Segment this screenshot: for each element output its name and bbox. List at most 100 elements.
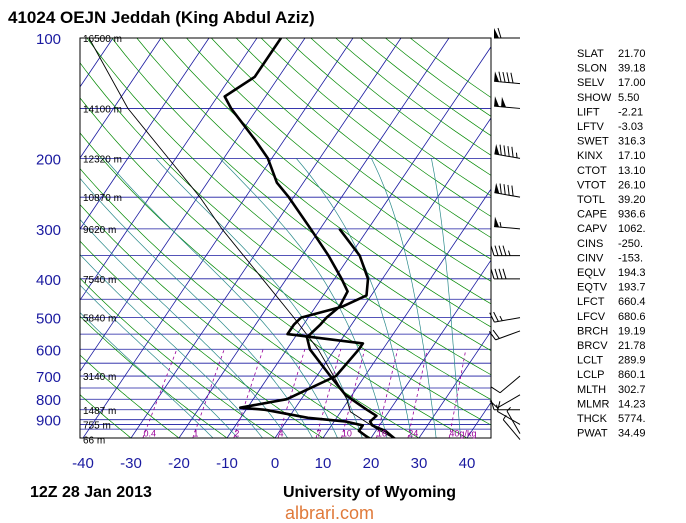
index-name: SELV [577,77,605,89]
wind-barb-half-flag [506,406,511,412]
index-name: EQLV [577,267,606,279]
wind-barb [491,375,521,394]
index-name: BRCH [577,325,608,337]
index-name: LFCV [577,311,606,323]
wind-barb-flag [510,72,514,84]
index-name: LIFT [577,106,600,118]
pressure-tick-label: 400 [36,272,61,289]
moist-adiabat [80,284,239,438]
index-name: SLON [577,63,607,75]
wind-barb-pennant [494,182,500,194]
wind-barb-flag [503,184,506,195]
index-value: 14.23 [618,398,646,410]
wind-barb-flag [507,146,510,157]
pressure-tick-label: 900 [36,413,61,430]
footer-source: University of Wyoming [283,484,456,501]
wind-barb-staff [494,192,521,198]
wind-barb-flag [498,268,503,279]
wind-barb-flag [490,268,495,279]
wind-barb-flag [490,399,495,410]
height-label: 1487 m [83,406,116,417]
index-name: VTOT [577,179,606,191]
height-label: 5840 m [83,314,116,325]
index-name: PWAT [577,428,608,440]
index-value: -250. [618,238,643,250]
pressure-tick-label: 300 [36,222,61,239]
index-value: 17.10 [618,150,646,162]
wind-barb-flag [507,184,510,196]
wind-barb-half-flag [499,315,503,321]
moist-adiabat [80,218,289,438]
dry-adiabat [161,38,491,305]
index-value: -3.03 [618,121,643,133]
moist-adiabat [104,158,338,438]
mixing-ratio-label: 24 [408,428,418,438]
wind-barb-flag [494,268,499,279]
index-value: 5.50 [618,92,639,104]
height-label: 14100 m [83,104,122,115]
moist-adiabat [219,158,388,438]
index-name: BRCV [577,340,608,352]
wind-barb-staff [497,411,521,425]
dry-adiabat [80,168,420,438]
dry-adiabat [80,132,468,438]
wind-barb-pennant [494,216,500,228]
dry-adiabat [80,240,324,438]
index-value: -2.21 [618,106,643,118]
isotherm [80,38,306,373]
wind-barb-flag [506,72,510,83]
wind-barb [506,406,521,434]
index-name: CINS [577,238,603,250]
wind-barb [490,245,520,257]
wind-barb-pennant [494,144,500,155]
wind-barb-pennant [494,28,499,38]
index-name: SHOW [577,92,612,104]
dry-adiabat [235,38,491,239]
wind-barb-flag [489,312,495,323]
wind-barb [490,399,520,411]
index-value: 316.3 [618,136,646,148]
temperature-tick-label: -30 [120,455,142,472]
isotherm [178,38,450,438]
index-name: CINV [577,252,604,264]
dewpoint-curve [238,228,372,438]
temperature-tick-label: -20 [168,455,190,472]
index-name: SLAT [577,48,604,60]
wind-barb-flag [499,144,502,156]
index-value: 860.1 [618,369,646,381]
index-name: CAPE [577,209,607,221]
wind-barb-flag [491,386,501,394]
wind-barb-staff [495,330,521,341]
dry-adiabat [136,38,491,328]
mixing-ratio-label: 40g/kg [449,428,476,438]
temperature-tick-label: 40 [459,455,476,472]
wind-barbs [488,27,521,440]
isotherm [80,38,258,301]
temperature-tick-label: 0 [271,455,279,472]
moist-adiabat [431,158,461,438]
wind-barb [494,144,521,159]
stability-indices-table: SLAT 21.70 SLON 39.18 SELV 17.00 SHOW 5.50 LIFT -… [577,48,646,440]
isotherm [80,38,210,230]
pressure-tick-label: 600 [36,342,61,359]
index-name: LCLT [577,355,603,367]
dry-adiabat [80,394,132,438]
index-value: 289.9 [618,355,646,367]
mixing-ratio-label: 0.4 [144,428,157,438]
index-name: EQTV [577,282,608,294]
wind-barb-flag [492,329,500,339]
wind-barb-staff [494,226,521,230]
height-label: 7540 m [83,275,116,286]
wind-barb [496,401,521,425]
wind-barb-flag [494,245,499,256]
wind-barb [489,394,521,409]
height-label: 3140 m [83,372,116,383]
mixing-ratio-line [142,349,178,438]
temperature-tick-label: 10 [315,455,332,472]
dry-adiabat [260,38,491,217]
index-value: 39.18 [618,63,646,75]
height-label: 16500 m [83,34,122,45]
wind-barb [494,182,521,198]
